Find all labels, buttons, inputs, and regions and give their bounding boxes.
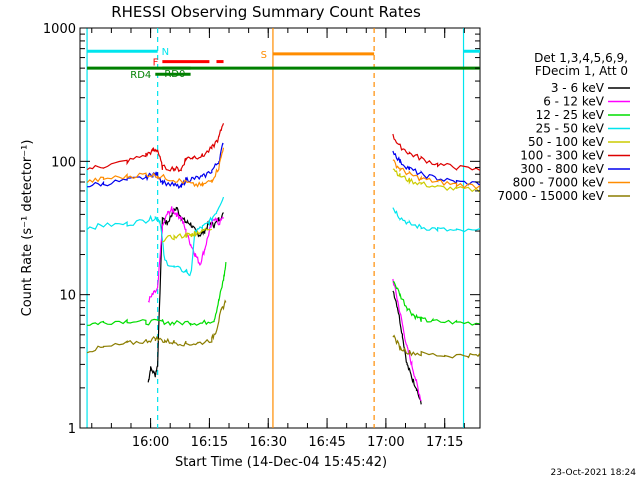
y-tick-label-2: 100: [51, 155, 76, 170]
series-line-8-seg1: [86, 299, 227, 354]
x-tick-label-3: 16:45: [308, 435, 345, 450]
plot-frame: [79, 27, 481, 429]
chart-title: RHESSI Observing Summary Count Rates: [111, 3, 421, 21]
legend-entry-label-3: 25 - 50 keV: [536, 122, 605, 136]
legend-entry-label-5: 100 - 300 keV: [520, 149, 604, 163]
x-tick-label-4: 17:00: [367, 435, 404, 450]
series-line-0-seg2: [392, 290, 422, 405]
y-axis-label: Count Rate (s⁻¹ detector⁻¹): [20, 140, 35, 317]
series-line-3-seg2: [392, 207, 480, 233]
series-line-1-seg2: [392, 278, 422, 402]
flag-label-f: F: [153, 58, 159, 69]
y-tick-label-3: 1000: [43, 22, 76, 37]
flag-label-rd4: RD4: [130, 70, 151, 81]
series-line-5-seg1: [86, 123, 225, 173]
x-axis-label: Start Time (14-Dec-04 15:45:42): [175, 455, 387, 470]
flag-label-s: S: [261, 50, 267, 61]
legend-entry-label-7: 800 - 7000 keV: [513, 176, 605, 190]
legend-entry-label-0: 3 - 6 keV: [551, 81, 605, 95]
x-tick-label-5: 17:15: [426, 435, 463, 450]
series-line-2-seg1: [87, 262, 227, 327]
legend-entry-label-1: 6 - 12 keV: [543, 95, 605, 109]
legend-entry-label-8: 7000 - 15000 keV: [497, 189, 604, 203]
legend-header-1: FDecim 1, Att 0: [535, 64, 628, 78]
y-tick-label-1: 10: [59, 289, 76, 304]
legend-entry-label-6: 300 - 800 keV: [520, 162, 604, 176]
series-line-4-seg2: [392, 168, 480, 193]
series-line-7-seg1: [86, 147, 225, 188]
flag-label-n: N: [162, 47, 169, 58]
series-line-3-seg1: [86, 196, 225, 277]
legend-entry-label-2: 12 - 25 keV: [536, 108, 605, 122]
y-tick-label-0: 1: [68, 422, 76, 437]
x-tick-label-0: 16:00: [132, 435, 169, 450]
series-line-1-seg1: [147, 206, 224, 303]
x-tick-label-1: 16:15: [191, 435, 228, 450]
series-line-6-seg1: [87, 142, 224, 190]
series-line-8-seg2: [392, 334, 480, 359]
series-line-2-seg2: [392, 281, 480, 326]
series-line-5-seg2: [392, 133, 480, 171]
legend-entry-label-4: 50 - 100 keV: [528, 135, 605, 149]
x-tick-label-2: 16:30: [250, 435, 287, 450]
legend-header-0: Det 1,3,4,5,6,9,: [534, 51, 628, 65]
series-line-4-seg1: [162, 227, 213, 243]
series-line-7-seg2: [392, 159, 480, 190]
flag-label-rd0: RD0: [164, 69, 185, 80]
footer-date: 23-Oct-2021 18:24: [551, 468, 637, 478]
